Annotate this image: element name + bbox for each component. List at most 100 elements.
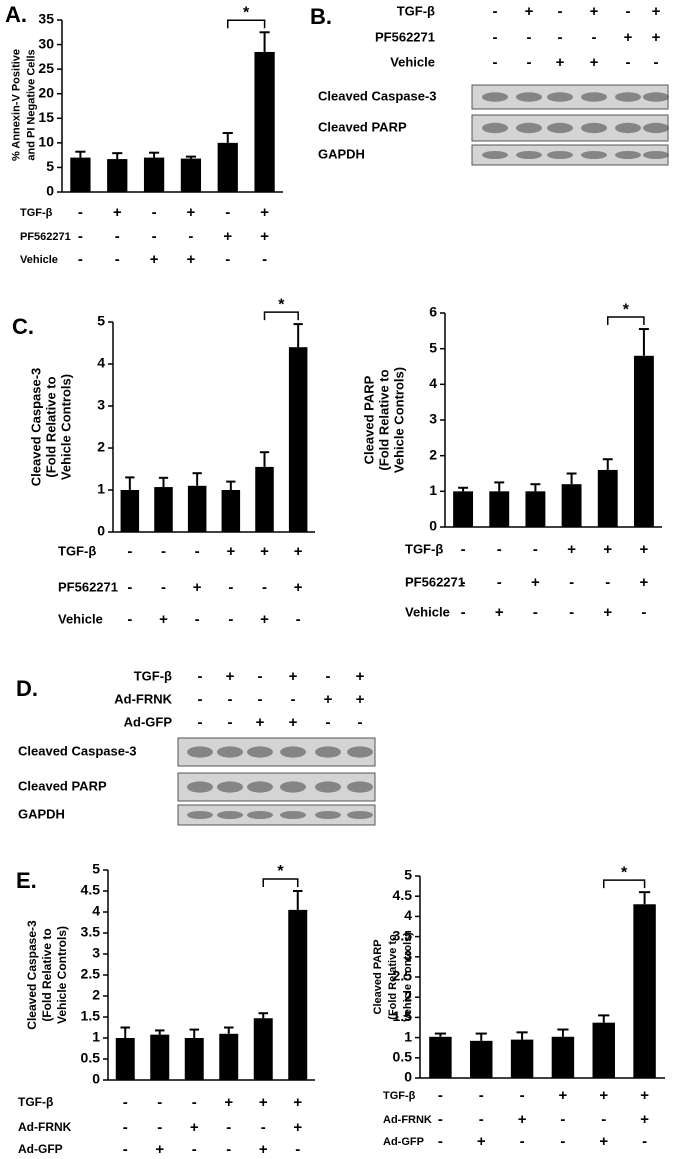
condition-sign: -: [569, 604, 574, 621]
condition-sign: +: [223, 228, 232, 245]
condition-label: PF562271: [20, 231, 71, 243]
y-tick-label: 4: [97, 355, 105, 371]
condition-sign: +: [294, 543, 303, 560]
condition-sign: -: [226, 1141, 231, 1158]
blot-band: [247, 811, 273, 819]
bar: [180, 158, 202, 192]
condition-sign: +: [640, 574, 649, 591]
blot-row-label: Cleaved PARP: [318, 119, 407, 134]
y-tick-label: 3: [92, 945, 100, 961]
condition-sign: -: [78, 251, 83, 268]
blot-band: [315, 781, 341, 793]
blot-band: [643, 122, 669, 134]
bar: [597, 469, 618, 527]
condition-sign: +: [289, 714, 298, 731]
condition-sign: -: [228, 579, 233, 596]
condition-sign: -: [115, 251, 120, 268]
y-tick-label: 2: [97, 439, 105, 455]
bar: [561, 484, 582, 527]
condition-sign: +: [495, 604, 504, 621]
condition-sign: +: [260, 611, 269, 628]
condition-label: TGF-β: [397, 3, 435, 18]
condition-sign: -: [654, 54, 659, 71]
condition-label: Ad-FRNK: [114, 691, 172, 706]
y-tick-label: 0: [46, 183, 54, 199]
y-tick-label: 1: [429, 482, 437, 498]
condition-sign: -: [123, 1141, 128, 1158]
y-axis-label: (Fold Relative to: [376, 369, 391, 470]
condition-sign: -: [123, 1094, 128, 1111]
bar: [288, 909, 308, 1080]
blot-band: [280, 781, 306, 793]
y-tick-label: 4.5: [393, 887, 413, 903]
bar: [525, 491, 546, 527]
condition-sign: -: [497, 541, 502, 558]
blot-row-label: GAPDH: [318, 146, 365, 161]
blot-band: [347, 781, 373, 793]
y-tick-label: 5: [92, 861, 100, 877]
bar: [489, 491, 510, 527]
bar: [288, 347, 308, 532]
condition-sign: -: [626, 54, 631, 71]
condition-sign: +: [293, 1119, 302, 1136]
blot-band: [280, 811, 306, 819]
blot-band: [643, 151, 669, 159]
condition-sign: -: [152, 204, 157, 221]
y-tick-label: 0.5: [81, 1050, 101, 1066]
condition-sign: -: [195, 543, 200, 560]
condition-sign: +: [113, 204, 122, 221]
bar: [219, 1033, 239, 1080]
condition-sign: -: [258, 691, 263, 708]
bar: [107, 159, 128, 192]
condition-sign: +: [187, 204, 196, 221]
condition-sign: -: [527, 54, 532, 71]
y-tick-label: 0: [92, 1071, 100, 1087]
blot-band: [581, 122, 607, 134]
condition-sign: -: [198, 714, 203, 731]
blot-row-label: Cleaved Caspase-3: [18, 743, 137, 758]
blot-band: [217, 811, 243, 819]
condition-sign: -: [642, 1133, 647, 1150]
y-tick-label: 3.5: [81, 924, 101, 940]
bar: [453, 491, 474, 527]
condition-sign: -: [161, 543, 166, 560]
condition-sign: -: [295, 1141, 300, 1158]
condition-sign: +: [256, 714, 265, 731]
blot-band: [187, 811, 213, 819]
blot-band: [581, 151, 607, 159]
y-tick-label: 4.5: [81, 882, 101, 898]
condition-sign: -: [569, 574, 574, 591]
condition-label: Vehicle: [405, 604, 450, 619]
condition-sign: -: [438, 1111, 443, 1128]
condition-sign: +: [356, 691, 365, 708]
condition-sign: -: [78, 228, 83, 245]
significance-label: *: [278, 296, 285, 313]
bar: [551, 1036, 575, 1078]
y-tick-label: 5: [429, 339, 437, 355]
condition-sign: -: [127, 579, 132, 596]
significance-bracket: [227, 19, 266, 29]
condition-sign: +: [652, 29, 661, 46]
panel-label: D.: [16, 676, 38, 701]
condition-sign: +: [260, 543, 269, 560]
condition-sign: +: [559, 1087, 568, 1104]
y-tick-label: 1: [92, 1029, 100, 1045]
bar: [217, 142, 238, 192]
condition-sign: -: [192, 1094, 197, 1111]
y-tick-label: 2: [429, 446, 437, 462]
condition-sign: -: [161, 579, 166, 596]
condition-sign: +: [187, 251, 196, 268]
bar: [592, 1022, 615, 1078]
y-tick-label: 0: [97, 523, 105, 539]
blot-band: [280, 746, 306, 758]
y-tick-label: 5: [404, 867, 412, 883]
condition-sign: -: [601, 1111, 606, 1128]
condition-sign: -: [157, 1119, 162, 1136]
y-tick-label: 2: [404, 988, 412, 1004]
y-axis-label: (Fold Relative to: [387, 934, 399, 1020]
condition-sign: +: [590, 54, 599, 71]
y-axis-label: Cleaved Caspase-3: [28, 368, 43, 487]
y-tick-label: 5: [46, 158, 54, 174]
condition-sign: -: [461, 541, 466, 558]
y-tick-label: 3: [429, 411, 437, 427]
